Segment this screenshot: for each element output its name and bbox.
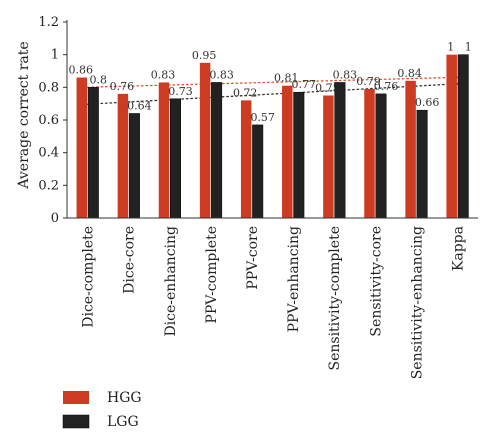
- data-label-lgg: 0.83: [333, 68, 358, 81]
- data-label-hgg: 0.84: [397, 67, 422, 80]
- x-axis: Dice-complete Dice-core Dice-enhancing PPV-…: [67, 217, 478, 379]
- bar-lgg: [211, 82, 223, 219]
- data-label-lgg: 0.57: [250, 111, 275, 124]
- x-category-label: PPV-enhancing: [286, 226, 302, 332]
- data-label-hgg: 0.81: [274, 72, 299, 85]
- y-axis-title: Average correct rate: [16, 41, 32, 189]
- bar-lgg: [293, 91, 305, 219]
- bar-hgg: [323, 95, 334, 218]
- data-label-hgg: 0.75: [315, 82, 340, 95]
- y-tick-label: 0.8: [38, 80, 59, 95]
- data-label-hgg: 0.86: [69, 64, 94, 77]
- x-category-label: Dice-complete: [81, 226, 97, 328]
- bar-hgg: [282, 85, 293, 218]
- bar-lgg: [87, 87, 99, 219]
- bar-hgg: [158, 82, 170, 218]
- y-axis: 0 0.2 0.4 0.6 0.8 1 1.2: [38, 15, 68, 226]
- bars: 0.860.80.760.640.830.730.950.830.720.570…: [69, 41, 472, 219]
- y-tick-label: 1: [51, 48, 59, 63]
- x-category-label: PPV-core: [245, 226, 261, 290]
- data-label-hgg: 0.95: [192, 49, 217, 62]
- trendlines: [86, 76, 459, 105]
- bar-lgg: [170, 98, 181, 219]
- x-category-label: PPV-complete: [204, 226, 220, 324]
- bar-lgg: [252, 124, 264, 219]
- x-category-label: Sensitivity-core: [368, 226, 384, 337]
- x-category-label: Sensitivity-complete: [327, 226, 343, 371]
- y-tick-label: 0.4: [38, 146, 59, 161]
- data-label-hgg: 0.79: [356, 75, 381, 88]
- data-label-hgg: 1: [447, 41, 454, 54]
- x-category-label: Dice-core: [122, 226, 138, 294]
- y-tick-label: 0.2: [38, 178, 59, 193]
- legend-swatch-hgg: [63, 391, 89, 404]
- bar-lgg: [334, 82, 346, 219]
- trendline-hgg: [86, 76, 459, 88]
- y-tick-label: 0: [51, 211, 59, 226]
- data-label-lgg: 0.83: [209, 68, 234, 81]
- bar-hgg: [240, 100, 252, 218]
- data-label-hgg: 0.76: [110, 80, 135, 93]
- data-label-lgg: 0.8: [90, 73, 108, 86]
- y-tick-label: 1.2: [38, 15, 59, 30]
- data-label-hgg: 0.72: [233, 86, 258, 99]
- bar-hgg: [446, 54, 457, 218]
- bar-hgg: [199, 62, 211, 219]
- data-label-lgg: 0.77: [292, 78, 317, 91]
- bar-lgg: [457, 54, 469, 219]
- data-label-lgg: 0.66: [415, 96, 440, 109]
- x-category-label: Dice-enhancing: [163, 226, 179, 337]
- bar-hgg: [364, 88, 375, 218]
- data-label-hgg: 0.83: [151, 68, 176, 81]
- trendline-lgg: [86, 83, 459, 105]
- bar-lgg: [128, 113, 140, 219]
- data-label-lgg: 0.73: [168, 85, 193, 98]
- data-label-lgg: 0.76: [374, 80, 399, 93]
- bar-hgg: [76, 77, 88, 219]
- bar-lgg: [416, 109, 428, 219]
- bar-hgg: [117, 93, 129, 218]
- x-category-label: Sensitivity-enhancing: [409, 226, 425, 379]
- y-tick-label: 0.6: [38, 113, 59, 128]
- bar-lgg: [375, 93, 387, 219]
- x-category-label: Kappa: [450, 226, 466, 271]
- bar-hgg: [405, 80, 416, 218]
- legend-label-lgg: LGG: [107, 414, 139, 430]
- legend-label-hgg: HGG: [107, 390, 142, 406]
- legend: HGG LGG: [62, 390, 142, 430]
- data-label-lgg: 1: [465, 41, 472, 54]
- data-label-lgg: 0.64: [127, 99, 152, 112]
- legend-swatch-lgg: [62, 414, 90, 429]
